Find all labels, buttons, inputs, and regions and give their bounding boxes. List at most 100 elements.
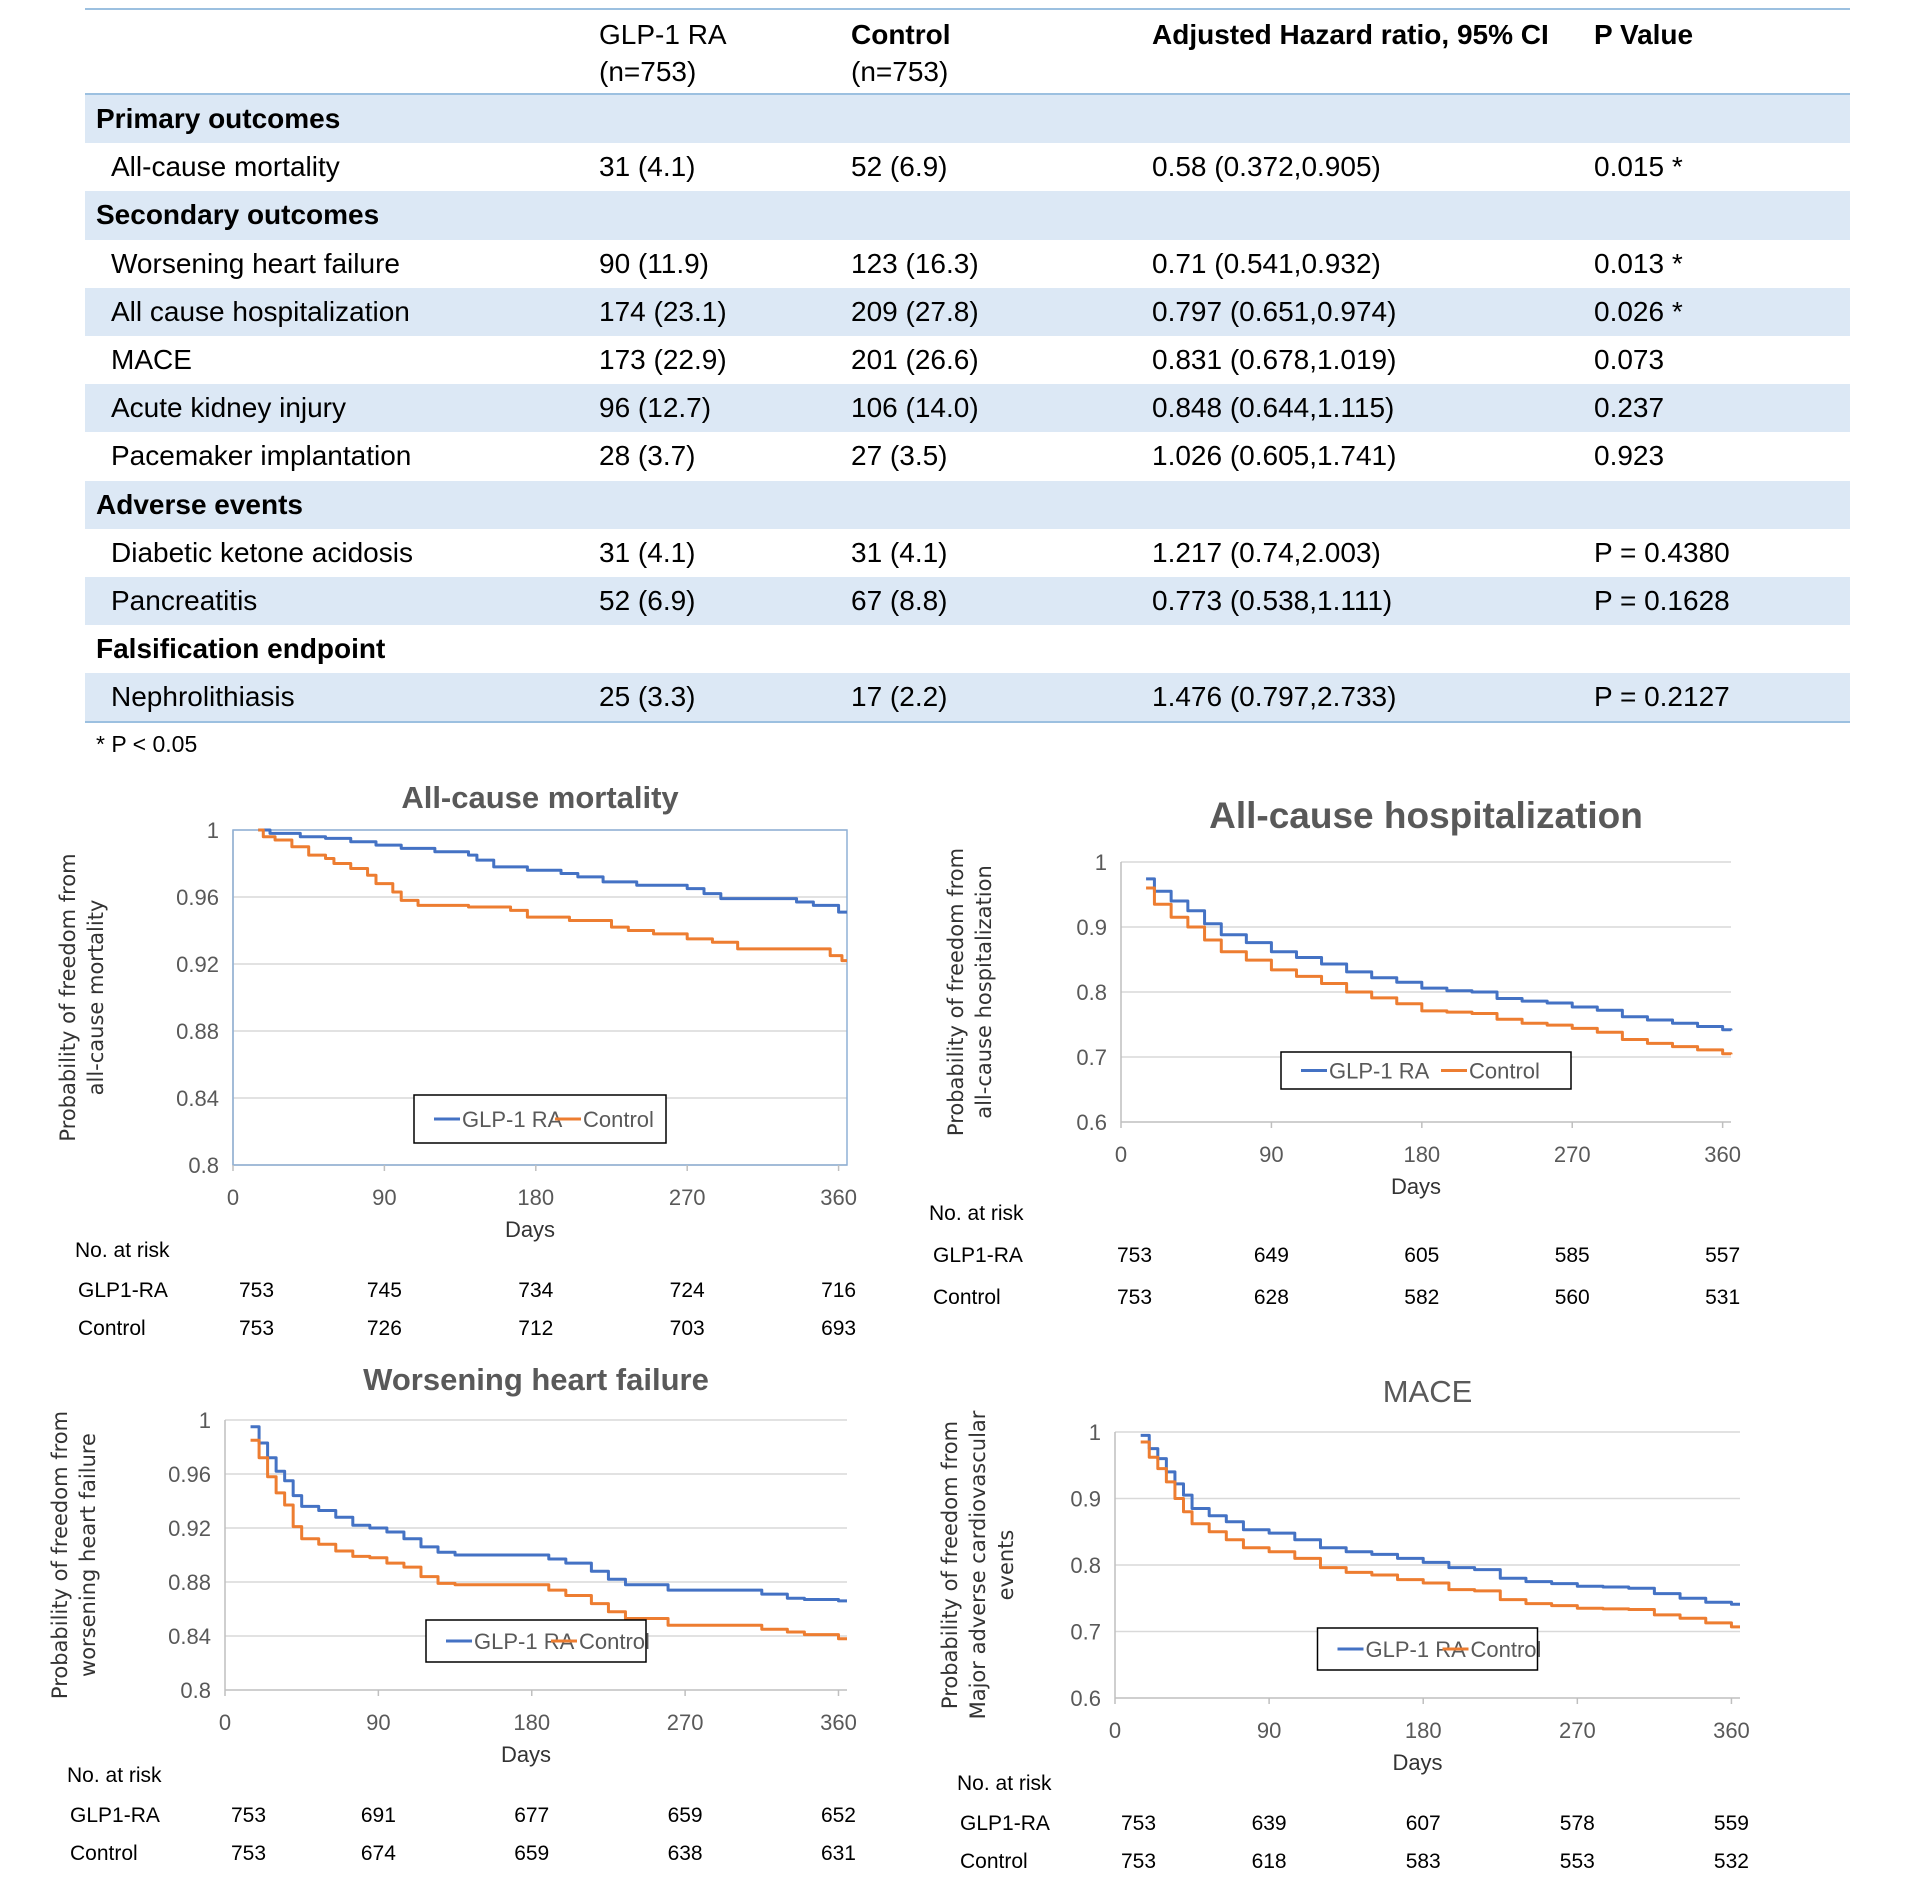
legend-label-control: Control — [583, 1107, 654, 1132]
x-tick-label: 270 — [1559, 1718, 1596, 1743]
risk-table-value: 677 — [514, 1804, 549, 1827]
chart-all-cause-mortality: All-cause mortality 0.8 0.84 0.88 0.92 0.96 1 0… — [0, 760, 960, 1350]
table-bottom-rule — [85, 721, 1850, 724]
risk-table-value: 585 — [1555, 1244, 1590, 1267]
risk-table-value: 691 — [361, 1804, 396, 1827]
hazard-ratio-value: 0.58 (0.372,0.905) — [1152, 151, 1381, 183]
risk-table-value: 659 — [514, 1842, 549, 1865]
header-control-name: Control — [851, 19, 951, 50]
hazard-ratio-value: 1.476 (0.797,2.733) — [1152, 681, 1397, 713]
x-tick-label: 360 — [820, 1710, 857, 1735]
plot-frame — [232, 829, 848, 1166]
legend-label-glp1: GLP-1 RA — [462, 1107, 563, 1132]
chart-all-cause-hospitalization: All-cause hospitalization 0.6 0.7 0.8 0.9 1 0 9… — [929, 760, 1923, 1350]
p-value: P = 0.1628 — [1594, 584, 1730, 616]
x-tick-label: 90 — [1259, 1142, 1283, 1167]
table-row: Diabetic ketone acidosis 31 (4.1) 31 (4.1)… — [85, 529, 1850, 577]
table-top-rule — [85, 8, 1850, 10]
risk-table-value: 628 — [1254, 1286, 1289, 1309]
y-axis-label: events — [994, 1530, 1018, 1601]
control-value: 31 (4.1) — [851, 536, 948, 568]
risk-table-value: 753 — [1117, 1244, 1152, 1267]
y-tick-label: 0.96 — [176, 885, 219, 910]
table-body: Primary outcomes All-cause mortality 31 (4… — [85, 95, 1850, 722]
risk-table-value: 638 — [668, 1842, 703, 1865]
table-row: Worsening heart failure 90 (11.9) 123 (16.… — [85, 240, 1850, 288]
section-label: Primary outcomes — [96, 103, 341, 134]
risk-table-group-label: GLP1-RA — [78, 1279, 168, 1302]
risk-table-value: 618 — [1252, 1850, 1287, 1873]
risk-table-value: 578 — [1560, 1812, 1595, 1835]
glp1-value: 31 (4.1) — [599, 151, 696, 183]
y-tick-label: 1 — [207, 818, 219, 843]
glp1-value: 31 (4.1) — [599, 536, 696, 568]
header-glp1-n: (n=753) — [599, 56, 697, 87]
risk-table-value: 753 — [1121, 1850, 1156, 1873]
p-value: 0.237 — [1594, 392, 1665, 424]
risk-table-group-label: GLP1-RA — [70, 1804, 160, 1827]
p-value: 0.073 — [1594, 343, 1665, 375]
hazard-ratio-value: 1.217 (0.74,2.003) — [1152, 536, 1381, 568]
risk-table-value: 716 — [821, 1279, 856, 1302]
outcome-label: Pacemaker implantation — [111, 440, 412, 472]
chart-title: Worsening heart failure — [363, 1362, 709, 1397]
x-tick-label: 0 — [227, 1185, 239, 1210]
outcome-label: Pancreatitis — [111, 584, 258, 616]
risk-table-group-label: GLP1-RA — [933, 1244, 1023, 1267]
x-axis-label: Days — [1391, 1174, 1441, 1199]
table-header-row: GLP-1 RA (n=753) Control (n=753) Adjuste… — [85, 10, 1850, 93]
risk-table-value: 703 — [670, 1317, 705, 1340]
x-axis-label: Days — [501, 1742, 551, 1767]
y-tick-label: 0.7 — [1076, 1045, 1107, 1070]
x-tick-label: 90 — [366, 1710, 390, 1735]
y-tick-label: 0.8 — [1070, 1553, 1101, 1578]
y-tick-label: 0.8 — [180, 1678, 211, 1703]
glp1-value: 28 (3.7) — [599, 440, 696, 472]
hazard-ratio-value: 1.026 (0.605,1.741) — [1152, 440, 1397, 472]
header-control-n: (n=753) — [851, 56, 949, 87]
legend-label-glp1: GLP-1 RA — [1329, 1059, 1430, 1084]
control-value: 27 (3.5) — [851, 440, 948, 472]
table-header-rule — [85, 93, 1850, 95]
table-row: MACE 173 (22.9) 201 (26.6) 0.831 (0.678,1.0… — [85, 336, 1850, 384]
risk-table-value: 582 — [1404, 1286, 1439, 1309]
y-axis-label: Probability of freedom from — [944, 848, 968, 1136]
chart-svg: All-cause mortality 0.8 0.84 0.88 0.92 0.96 1 0… — [56, 780, 857, 1340]
y-tick-label: 1 — [199, 1408, 211, 1433]
risk-table-value: 652 — [821, 1804, 856, 1827]
risk-table-value: 753 — [239, 1317, 274, 1340]
risk-table-value: 659 — [668, 1804, 703, 1827]
hazard-ratio-value: 0.71 (0.541,0.932) — [1152, 247, 1381, 279]
risk-table-value: 726 — [367, 1317, 402, 1340]
x-tick-label: 270 — [669, 1185, 706, 1210]
y-axis-label: Major adverse cardiovascular — [966, 1410, 990, 1719]
table-section-row: Secondary outcomes — [85, 191, 1850, 240]
risk-table-value: 557 — [1705, 1244, 1740, 1267]
y-tick-label: 0.6 — [1070, 1686, 1101, 1711]
x-tick-label: 90 — [1257, 1718, 1281, 1743]
control-value: 67 (8.8) — [851, 584, 948, 616]
glp1-value: 173 (22.9) — [599, 343, 727, 375]
x-tick-label: 0 — [1115, 1142, 1127, 1167]
x-tick-label: 180 — [513, 1710, 550, 1735]
y-tick-label: 0.8 — [1076, 980, 1107, 1005]
chart-title: All-cause mortality — [401, 780, 679, 815]
header-control: Control (n=753) — [851, 16, 951, 90]
series-line-glp1 — [258, 828, 847, 914]
risk-table-group-label: Control — [78, 1317, 146, 1340]
outcome-label: All cause hospitalization — [111, 295, 410, 327]
table-section-row: Falsification endpoint — [85, 625, 1850, 673]
risk-table-label: No. at risk — [929, 1202, 1024, 1225]
x-axis-label: Days — [505, 1217, 555, 1242]
p-value: 0.015 * — [1594, 151, 1683, 183]
x-tick-label: 360 — [820, 1185, 857, 1210]
x-tick-label: 360 — [1704, 1142, 1741, 1167]
risk-table-group-label: Control — [70, 1842, 138, 1865]
p-value: P = 0.2127 — [1594, 681, 1730, 713]
risk-table-value: 753 — [239, 1279, 274, 1302]
risk-table-value: 560 — [1555, 1286, 1590, 1309]
y-tick-label: 0.96 — [168, 1462, 211, 1487]
y-tick-label: 0.84 — [176, 1086, 219, 1111]
series-line-glp1 — [250, 1425, 847, 1603]
y-tick-label: 0.92 — [176, 952, 219, 977]
